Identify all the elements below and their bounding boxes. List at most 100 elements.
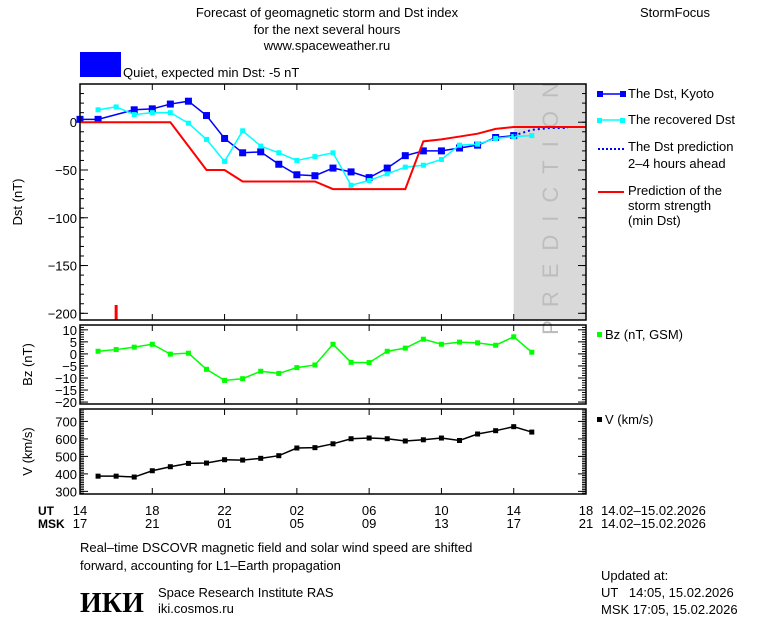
data-point <box>167 464 173 470</box>
y-tick-label: 300 <box>55 484 77 499</box>
prediction-label: PREDICTION <box>538 69 563 335</box>
data-point <box>330 341 336 347</box>
data-point <box>113 473 119 479</box>
y-tick-label: −20 <box>55 395 77 410</box>
data-point <box>437 147 445 155</box>
msk-tick-label: 21 <box>579 516 593 531</box>
y-tick-label: 10 <box>63 323 77 338</box>
legend-strength-label2: storm strength <box>628 198 711 213</box>
data-point <box>258 455 264 461</box>
y-tick-label: 400 <box>55 467 77 482</box>
data-point <box>293 171 301 179</box>
y-tick-label: −200 <box>48 306 77 321</box>
data-point <box>167 110 173 116</box>
ut-tick-label: 10 <box>434 503 448 518</box>
data-point <box>95 107 101 113</box>
data-point <box>239 149 247 157</box>
data-point <box>347 168 355 176</box>
y-axis-label: Bz (nT) <box>20 343 35 386</box>
data-point <box>222 457 228 463</box>
data-point <box>438 156 444 162</box>
data-point <box>365 174 373 182</box>
data-point <box>330 441 336 447</box>
plot-frame <box>79 324 587 405</box>
ut-tick-label: 02 <box>290 503 304 518</box>
data-point <box>221 134 229 142</box>
legend-strength-label3: (min Dst) <box>628 213 681 228</box>
data-point <box>276 453 282 459</box>
brand-label: StormFocus <box>640 5 711 20</box>
footer-note-line1: Real–time DSCOVR magnetic field and sola… <box>80 540 472 555</box>
y-tick-label: −50 <box>55 163 77 178</box>
data-point <box>329 164 337 172</box>
data-point <box>384 171 390 177</box>
data-point <box>438 341 444 347</box>
y-tick-label: 600 <box>55 432 77 447</box>
msk-tick-label: 09 <box>362 516 376 531</box>
data-point <box>276 150 282 156</box>
data-point <box>529 429 535 435</box>
msk-tick-label: 21 <box>145 516 159 531</box>
data-point <box>475 141 481 147</box>
data-point <box>420 336 426 342</box>
institute-site-link[interactable]: iki.cosmos.ru <box>158 601 234 616</box>
series-line <box>98 335 533 382</box>
data-point <box>257 148 265 156</box>
y-tick-label: 0 <box>70 347 77 362</box>
updated-msk: MSK 17:05, 15.02.2026 <box>601 602 738 617</box>
data-point <box>420 437 426 443</box>
data-point <box>402 164 408 170</box>
data-point <box>95 348 101 354</box>
msk-tick-label: 01 <box>217 516 231 531</box>
data-point <box>95 473 101 479</box>
data-point <box>401 152 409 160</box>
institute-name: Space Research Institute RAS <box>158 585 334 600</box>
ut-date-range: 14.02–15.02.2026 <box>601 503 706 518</box>
data-point <box>131 344 137 350</box>
legend-recovered-label: The recovered Dst <box>628 112 735 127</box>
y-tick-label: −5 <box>62 359 77 374</box>
msk-date-range: 14.02–15.02.2026 <box>601 516 706 531</box>
data-point <box>185 460 191 466</box>
legend-strength-label: Prediction of the <box>628 183 722 198</box>
y-tick-label: 500 <box>55 449 77 464</box>
data-point <box>240 128 246 134</box>
msk-tick-label: 17 <box>73 516 87 531</box>
data-point <box>204 366 209 372</box>
legend-prediction-label: The Dst prediction <box>628 139 734 154</box>
prediction-zone <box>513 84 586 320</box>
legend-bz-label: Bz (nT, GSM) <box>605 327 683 342</box>
data-point <box>529 133 535 139</box>
iki-logo: ИКИ <box>80 588 144 619</box>
y-tick-label: 700 <box>55 414 77 429</box>
data-point <box>131 112 137 118</box>
ut-tick-label: 18 <box>145 503 159 518</box>
y-tick-label: −10 <box>55 371 77 386</box>
y-tick-label: −15 <box>55 383 77 398</box>
data-point <box>222 158 228 164</box>
data-point <box>366 435 372 441</box>
data-point <box>166 100 174 108</box>
title-line1: Forecast of geomagnetic storm and Dst in… <box>196 5 459 20</box>
data-point <box>94 115 102 123</box>
data-point <box>384 348 390 354</box>
data-point <box>419 147 427 155</box>
ut-tick-label: 14 <box>73 503 87 518</box>
data-point <box>475 431 481 437</box>
data-point <box>348 182 354 188</box>
data-point <box>276 370 282 376</box>
data-point <box>366 178 372 184</box>
updated-ut: UT 14:05, 15.02.2026 <box>601 585 734 600</box>
data-point <box>457 339 462 345</box>
msk-tick-label: 17 <box>506 516 520 531</box>
data-point <box>185 350 191 356</box>
y-tick-label: 0 <box>70 115 77 130</box>
data-point <box>493 135 499 141</box>
series-line <box>98 425 533 478</box>
data-point <box>222 377 228 383</box>
footer-note-line2: forward, accounting for L1–Earth propaga… <box>80 558 341 573</box>
site-link[interactable]: www.spaceweather.ru <box>263 38 390 53</box>
data-point <box>348 436 354 442</box>
data-point <box>456 144 463 152</box>
msk-axis-label: MSK <box>38 517 65 531</box>
